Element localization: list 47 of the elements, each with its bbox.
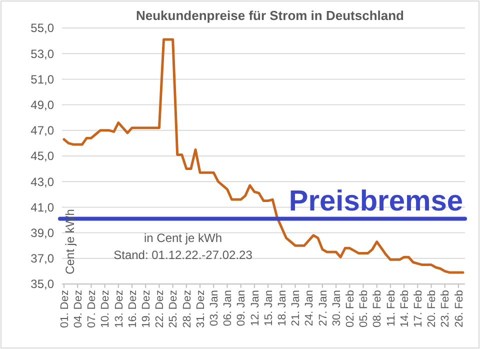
y-tick-label: 35,0 [30, 277, 54, 292]
x-tick-label: 30. Jan [330, 290, 343, 326]
x-tick-label: 01. Dez [58, 290, 71, 328]
line-series [62, 38, 464, 274]
x-tick-label: 31. Dez [194, 290, 207, 328]
x-tick-label: 08. Feb [372, 290, 384, 328]
x-tick-label: 09. Jan [236, 290, 248, 326]
x-tick-label: 24. Jan [304, 290, 316, 326]
x-tick-label: 04. Dez [72, 290, 84, 328]
x-tick-label: 22. Dez [154, 290, 166, 328]
x-tick-label: 06. Jan [222, 290, 234, 326]
annotation: in Cent je kWh [144, 230, 222, 245]
x-tick-label: 16. Dez [126, 290, 139, 328]
x-tick-label: 05. Feb [358, 290, 370, 328]
x-tick-label: 28. Dez [181, 290, 194, 328]
annotation: Stand: 01.12.22.-27.02.23 [114, 248, 253, 262]
y-tick-label: 55,0 [30, 21, 54, 36]
x-tick-label: 13. Dez [113, 290, 126, 328]
x-tick-label: 19. Dez [140, 290, 152, 328]
y-tick-label: 47,0 [30, 124, 54, 138]
ref-line-label: Preisbremse [288, 186, 463, 218]
x-tick-label: 23. Feb [440, 290, 452, 328]
y-tick-label: 43,0 [30, 174, 54, 189]
x-tick-label: 27. Jan [317, 290, 330, 326]
y-tick-label: 51,0 [30, 72, 54, 86]
x-tick-label: 11. Feb [385, 290, 398, 326]
y-tick-label: 41,0 [30, 200, 54, 214]
x-tick-label: 25. Dez [168, 290, 180, 328]
x-tick-label: 15. Jan [262, 290, 275, 326]
y-tick-label: 49,0 [30, 98, 54, 112]
x-tick-label: 14. Feb [398, 290, 411, 328]
y-tick-label: 53,0 [30, 46, 54, 61]
x-tick-label: 17. Feb [412, 290, 425, 328]
y-tick-label: 39,0 [30, 226, 54, 240]
x-tick-label: 07. Dez [86, 290, 98, 328]
y-axis-title: Cent je kWh [63, 209, 77, 274]
y-tick-label: 37,0 [30, 252, 54, 266]
x-tick-label: 02. Feb [344, 290, 356, 328]
x-tick-label: 26. Feb [453, 290, 466, 328]
x-tick-label: 18. Jan [276, 290, 288, 326]
x-tick-label: 12. Jan [249, 290, 262, 326]
x-tick-label: 20. Feb [426, 290, 438, 328]
x-tick-label: 03. Jan [208, 290, 220, 326]
x-tick-label: 21. Jan [290, 290, 302, 326]
y-tick-label: 45,0 [30, 149, 54, 164]
x-tick-label: 10. Dez [100, 290, 112, 328]
chart-title: Neukundenpreise für Strom in Deutschland [136, 8, 404, 23]
